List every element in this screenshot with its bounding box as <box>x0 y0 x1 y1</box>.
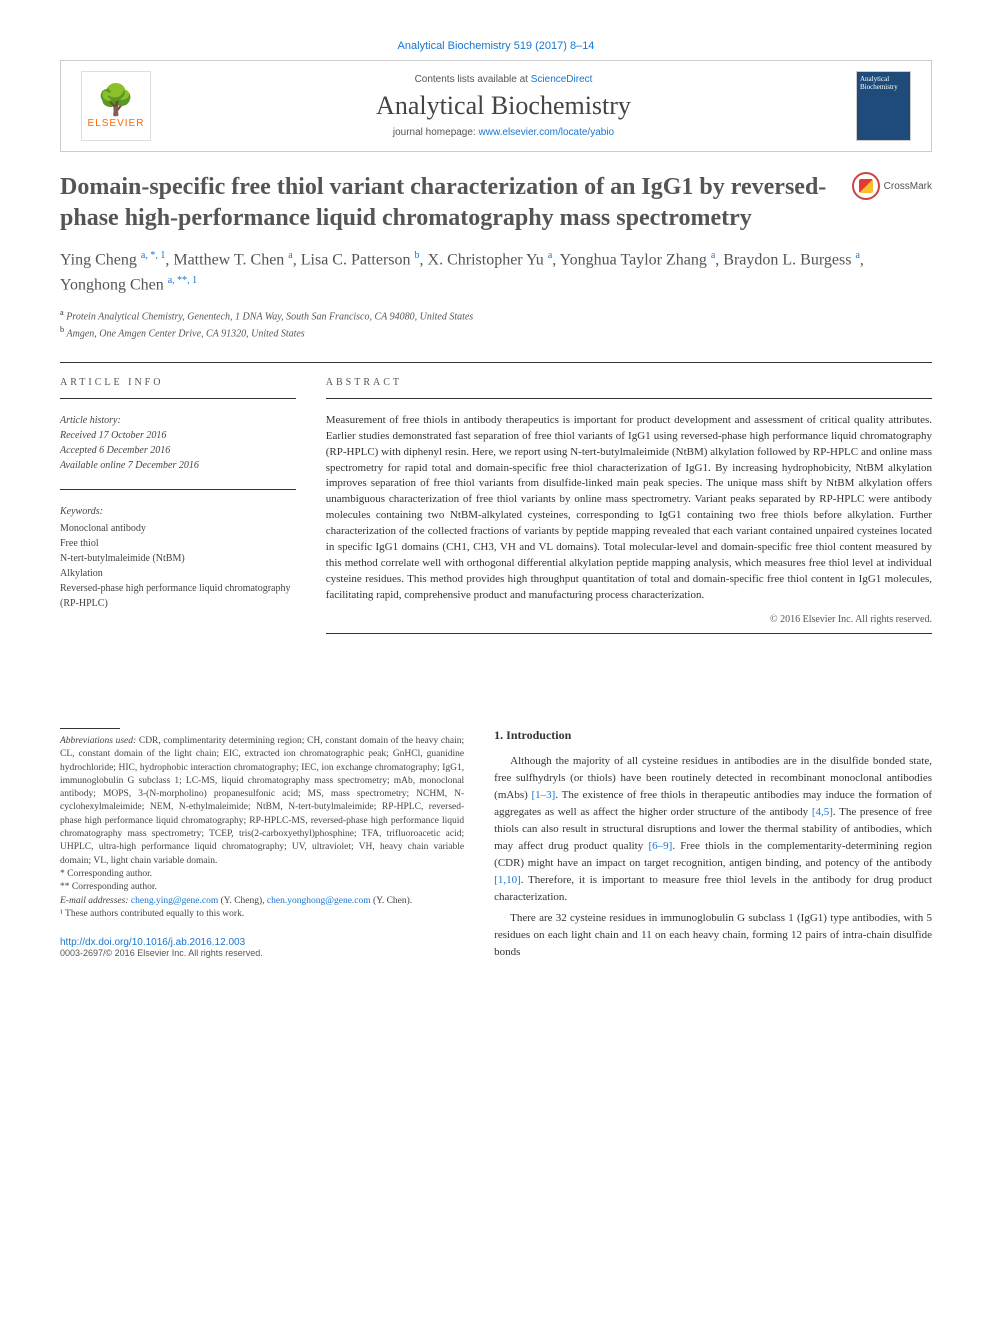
divider <box>60 489 296 490</box>
ref-link-4[interactable]: [1,10] <box>494 874 521 886</box>
keyword-item: N-tert-butylmaleimide (NtBM) <box>60 551 296 566</box>
equal-contribution: ¹ These authors contributed equally to t… <box>60 908 464 921</box>
homepage-link[interactable]: www.elsevier.com/locate/yabio <box>479 127 615 138</box>
introduction-text: Although the majority of all cysteine re… <box>494 753 932 962</box>
copyright-line: © 2016 Elsevier Inc. All rights reserved… <box>326 614 932 625</box>
intro-p2: There are 32 cysteine residues in immuno… <box>494 910 932 961</box>
introduction-heading: 1. Introduction <box>494 728 932 743</box>
intro-p1-e: . Therefore, it is important to measure … <box>494 874 932 903</box>
email-name-1: (Y. Cheng), <box>218 896 267 906</box>
keyword-item: Alkylation <box>60 566 296 581</box>
divider <box>60 398 296 399</box>
online-date: Available online 7 December 2016 <box>60 460 199 471</box>
divider <box>326 398 932 399</box>
crossmark-badge[interactable]: CrossMark <box>852 172 932 200</box>
ref-link-3[interactable]: [6–9] <box>648 840 672 852</box>
received-date: Received 17 October 2016 <box>60 430 166 441</box>
abbrev-label: Abbreviations used: <box>60 736 136 746</box>
history-label: Article history: <box>60 415 121 426</box>
crossmark-icon <box>852 172 880 200</box>
journal-header: 🌳 ELSEVIER Contents lists available at S… <box>60 60 932 152</box>
divider <box>60 362 932 363</box>
footnote-divider <box>60 728 120 729</box>
ref-link-2[interactable]: [4,5] <box>812 806 833 818</box>
email-link-2[interactable]: chen.yonghong@gene.com <box>267 896 371 906</box>
affiliation-a: Protein Analytical Chemistry, Genentech,… <box>66 311 473 322</box>
cover-title: Analytical Biochemistry <box>860 75 907 91</box>
divider <box>326 633 932 634</box>
article-info-heading: ARTICLE INFO <box>60 377 296 388</box>
homepage-prefix: journal homepage: <box>393 127 479 138</box>
abstract-text: Measurement of free thiols in antibody t… <box>326 413 932 604</box>
affiliations: a Protein Analytical Chemistry, Genentec… <box>60 307 932 342</box>
crossmark-label: CrossMark <box>884 181 932 192</box>
keywords-label: Keywords: <box>60 504 296 519</box>
email-name-2: (Y. Chen). <box>371 896 413 906</box>
doi-line: http://dx.doi.org/10.1016/j.ab.2016.12.0… <box>60 937 464 948</box>
article-title: Domain-specific free thiol variant chara… <box>60 172 852 234</box>
journal-reference: Analytical Biochemistry 519 (2017) 8–14 <box>60 40 932 52</box>
article-history: Article history: Received 17 October 201… <box>60 413 296 473</box>
journal-name: Analytical Biochemistry <box>151 91 856 121</box>
keyword-item: Monoclonal antibody <box>60 521 296 536</box>
elsevier-logo: 🌳 ELSEVIER <box>81 71 151 141</box>
elsevier-tree-icon: 🌳 <box>97 83 134 118</box>
email-link-1[interactable]: cheng.ying@gene.com <box>131 896 218 906</box>
contents-prefix: Contents lists available at <box>415 74 531 85</box>
journal-cover-thumbnail: Analytical Biochemistry <box>856 71 911 141</box>
sciencedirect-link[interactable]: ScienceDirect <box>531 74 593 85</box>
corresponding-1: * Corresponding author. <box>60 868 464 881</box>
email-label: E-mail addresses: <box>60 896 129 906</box>
keywords-block: Keywords: Monoclonal antibodyFree thiolN… <box>60 504 296 611</box>
issn-line: 0003-2697/© 2016 Elsevier Inc. All right… <box>60 948 464 958</box>
contents-list-line: Contents lists available at ScienceDirec… <box>151 74 856 85</box>
doi-link[interactable]: http://dx.doi.org/10.1016/j.ab.2016.12.0… <box>60 937 245 948</box>
corresponding-2: ** Corresponding author. <box>60 881 464 894</box>
homepage-line: journal homepage: www.elsevier.com/locat… <box>151 127 856 138</box>
keyword-item: Reversed-phase high performance liquid c… <box>60 581 296 611</box>
keyword-item: Free thiol <box>60 536 296 551</box>
affiliation-b: Amgen, One Amgen Center Drive, CA 91320,… <box>67 329 305 340</box>
abstract-heading: ABSTRACT <box>326 377 932 388</box>
elsevier-label: ELSEVIER <box>88 118 145 129</box>
abbrev-text: CDR, complimentarity determining region;… <box>60 736 464 866</box>
accepted-date: Accepted 6 December 2016 <box>60 445 170 456</box>
ref-link-1[interactable]: [1–3] <box>532 789 556 801</box>
author-list: Ying Cheng a, *, 1, Matthew T. Chen a, L… <box>60 248 932 297</box>
footnotes: Abbreviations used: CDR, complimentarity… <box>60 735 464 921</box>
